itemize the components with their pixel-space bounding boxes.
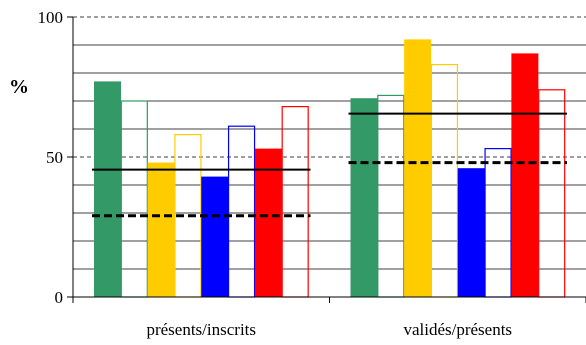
bar-1-2 xyxy=(404,39,432,298)
labels: 0 50 100 présents/inscrits validés/présents xyxy=(38,8,513,339)
y-tick-label-100: 100 xyxy=(38,8,64,27)
bar-1-7 xyxy=(538,89,566,298)
bar-1-1 xyxy=(377,94,405,298)
bar-1-6 xyxy=(511,53,539,298)
axes xyxy=(67,16,586,303)
y-axis-label: % xyxy=(9,76,29,98)
category-label-0: présents/inscrits xyxy=(146,320,256,339)
bar-1-0 xyxy=(350,98,378,297)
reference-lines xyxy=(92,112,567,218)
category-label-1: validés/présents xyxy=(403,320,512,339)
bar-0-0 xyxy=(94,81,121,298)
y-tick-label-50: 50 xyxy=(46,148,63,167)
bar-1-3 xyxy=(430,63,459,298)
bar-0-1 xyxy=(120,100,148,298)
bar-0-4 xyxy=(201,176,229,297)
bars xyxy=(94,39,566,298)
bar-0-6 xyxy=(254,148,282,297)
bar-0-7 xyxy=(281,105,309,298)
bar-1-4 xyxy=(457,168,485,297)
bar-0-5 xyxy=(227,125,256,298)
y-tick-label-0: 0 xyxy=(55,288,64,307)
bar-1-5 xyxy=(484,148,512,298)
bar-0-2 xyxy=(147,162,175,297)
